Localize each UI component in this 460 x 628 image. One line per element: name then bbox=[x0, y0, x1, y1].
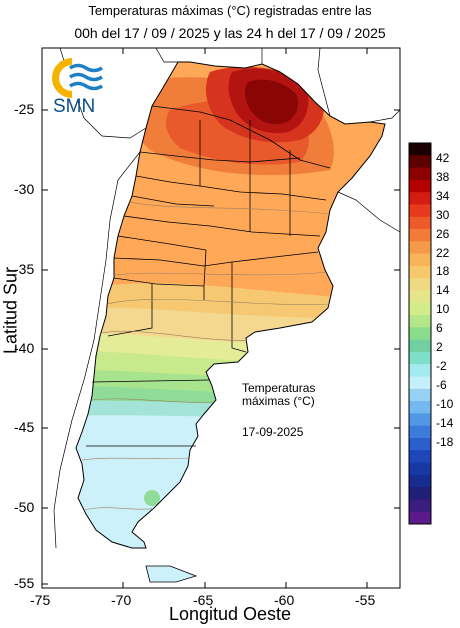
ytick-label: -30 bbox=[14, 181, 35, 197]
colorbar-swatch bbox=[409, 351, 431, 365]
colorbar-swatch bbox=[409, 253, 431, 267]
annotation-title-line1: Temperaturas bbox=[242, 381, 316, 395]
colorbar-label: -10 bbox=[436, 396, 454, 411]
colorbar-swatch bbox=[409, 474, 431, 488]
ytick-label: -50 bbox=[14, 499, 35, 515]
y-axis-label: Latitud Sur bbox=[0, 266, 21, 355]
colorbar-swatch bbox=[409, 462, 431, 476]
colorbar-swatch bbox=[409, 450, 431, 464]
ytick-label: -25 bbox=[14, 101, 35, 117]
colorbar-swatch bbox=[409, 511, 431, 525]
colorbar-label: 30 bbox=[436, 207, 450, 222]
colorbar-swatch bbox=[409, 278, 431, 291]
ytick-label: -40 bbox=[14, 340, 35, 356]
tierra-del-fuego bbox=[145, 565, 198, 583]
xtick-label: -60 bbox=[274, 592, 295, 608]
ytick-label: -45 bbox=[14, 419, 35, 435]
colorbar-label: 18 bbox=[436, 264, 450, 279]
colorbar-label: -14 bbox=[436, 415, 454, 430]
colorbar bbox=[408, 142, 432, 525]
ytick-label: -55 bbox=[14, 575, 35, 591]
colorbar-swatch bbox=[409, 167, 431, 181]
axis-ticks bbox=[41, 48, 400, 588]
colorbar-swatch bbox=[409, 302, 431, 316]
colorbar-label: -18 bbox=[436, 434, 454, 449]
colorbar-frame bbox=[408, 142, 432, 525]
colorbar-swatch bbox=[409, 179, 431, 193]
xtick-label: -55 bbox=[355, 592, 376, 608]
colorbar-swatch bbox=[409, 204, 431, 218]
neighbor-borders bbox=[53, 47, 401, 549]
colorbar-label: 22 bbox=[436, 245, 450, 260]
xtick-label: -70 bbox=[111, 592, 132, 608]
annotation-date: 17-09-2025 bbox=[242, 425, 304, 439]
colorbar-label: 42 bbox=[436, 151, 450, 165]
colorbar-label: 26 bbox=[436, 226, 450, 241]
colorbar-label: 34 bbox=[436, 188, 450, 203]
colorbar-swatch bbox=[409, 143, 431, 156]
colorbar-swatch bbox=[409, 376, 431, 390]
colorbar-label: 38 bbox=[436, 169, 450, 184]
map-title-line2: 00h del 17 / 09 / 2025 y las 24 h del 17… bbox=[74, 25, 386, 41]
xtick-label: -65 bbox=[193, 592, 214, 608]
colorbar-label: -2 bbox=[436, 358, 447, 373]
map-title-line1: Temperaturas máximas (°C) registradas en… bbox=[88, 3, 372, 18]
annotation-title-line2: máximas (°C) bbox=[242, 394, 315, 408]
colorbar-swatch bbox=[409, 216, 431, 230]
ytick-label: -35 bbox=[14, 261, 35, 277]
smn-sun-waves-icon bbox=[52, 56, 108, 100]
colorbar-swatch bbox=[409, 327, 431, 341]
colorbar-label: 14 bbox=[436, 283, 450, 298]
colorbar-swatch bbox=[409, 229, 431, 242]
colorbar-swatch bbox=[409, 155, 431, 169]
colorbar-swatch bbox=[409, 388, 431, 402]
colorbar-swatch bbox=[409, 315, 431, 328]
colorbar-swatch bbox=[409, 364, 431, 378]
colorbar-swatch bbox=[409, 499, 431, 513]
colorbar-swatch bbox=[409, 241, 431, 255]
colorbar-swatch bbox=[409, 339, 431, 353]
colorbar-swatch bbox=[409, 425, 431, 439]
contour-lines bbox=[81, 199, 331, 511]
colorbar-label: 6 bbox=[436, 321, 443, 336]
colorbar-swatch bbox=[409, 487, 431, 500]
xtick-label: -75 bbox=[30, 592, 51, 608]
colorbar-swatch bbox=[409, 265, 431, 279]
x-axis-label: Longitud Oeste bbox=[168, 604, 292, 624]
colorbar-label: -6 bbox=[436, 377, 447, 392]
colorbar-swatch bbox=[409, 192, 431, 205]
colorbar-label: 2 bbox=[436, 340, 443, 354]
colorbar-swatch bbox=[409, 290, 431, 304]
province-borders bbox=[86, 105, 331, 447]
colorbar-swatch bbox=[409, 413, 431, 427]
colorbar-swatch bbox=[409, 437, 431, 451]
colorbar-swatch bbox=[409, 401, 431, 414]
colorbar-label: 10 bbox=[436, 302, 450, 317]
smn-logo-text: SMN bbox=[53, 96, 96, 117]
